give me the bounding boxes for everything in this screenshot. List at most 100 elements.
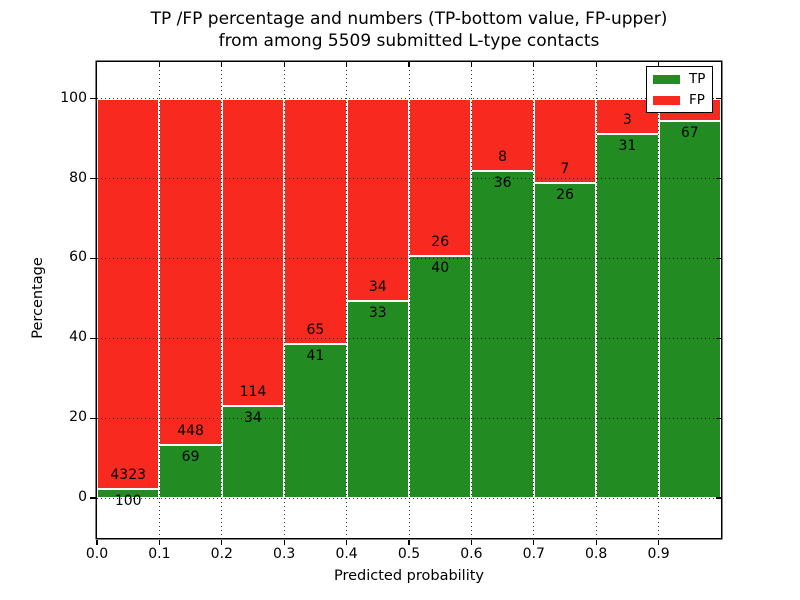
y-tick-mark (90, 497, 96, 499)
chart-title-line2: from among 5509 submitted L-type contact… (218, 31, 600, 51)
x-gridline (158, 62, 161, 538)
bar-fp-count-label: 114 (239, 384, 267, 401)
bar-tp-count-label: 67 (680, 125, 699, 142)
x-gridline (658, 62, 660, 538)
bar-fp-segment (471, 98, 534, 172)
y-tick-label: 60 (69, 249, 87, 266)
x-tick-mark (470, 539, 473, 545)
x-tick-mark (158, 539, 161, 545)
x-tick-mark-top (658, 62, 660, 67)
y-tick-label: 100 (60, 89, 87, 106)
y-tick-mark (90, 337, 96, 340)
legend-label-fp: FP (689, 92, 705, 108)
bar-fp-segment (221, 98, 285, 407)
y-tick-mark-right (716, 178, 721, 180)
x-axis-label: Predicted probability (333, 568, 485, 584)
y-tick-label: 40 (69, 329, 87, 346)
y-tick-mark (90, 178, 96, 180)
x-tick-mark (408, 539, 410, 545)
y-tick-label: 20 (69, 409, 87, 426)
bar-tp-count-label: 31 (618, 137, 637, 154)
legend-entry-fp: FP (653, 92, 712, 109)
bar-fp-count-label: 65 (306, 321, 325, 338)
plot-area: 4323100448691143465413433264083672633146… (97, 62, 721, 538)
x-gridline (221, 62, 223, 538)
legend: TP FP (646, 66, 713, 113)
y-tick-mark-right (716, 98, 721, 100)
legend-entry-tp: TP (653, 71, 712, 88)
bar-tp-segment (409, 256, 472, 499)
x-gridline (408, 62, 410, 538)
bar-tp-count-label: 41 (306, 347, 325, 364)
x-tick-mark-top (221, 62, 223, 67)
bar-tp-segment (97, 489, 160, 499)
bar-tp-segment (346, 301, 409, 499)
bar-fp-count-label: 4323 (110, 467, 147, 484)
bar-fp-count-label: 7 (560, 161, 570, 178)
x-tick-mark-top (595, 62, 597, 67)
bar-fp-segment (159, 98, 222, 445)
y-tick-mark (90, 417, 96, 419)
x-tick-label: 0.6 (460, 546, 483, 562)
x-tick-label: 0.4 (335, 546, 358, 562)
x-tick-mark (346, 539, 348, 545)
y-tick-label: 0 (78, 489, 87, 506)
bar-fp-segment (97, 98, 160, 490)
y-tick-mark-right (716, 497, 721, 499)
x-tick-label: 0.2 (210, 546, 233, 562)
bar-fp-segment (346, 98, 409, 302)
legend-swatch-fp-icon (653, 96, 680, 105)
x-tick-mark (221, 539, 223, 545)
x-tick-label: 0.9 (647, 546, 670, 562)
bar-tp-count-label: 36 (493, 175, 512, 192)
bar-fp-count-label: 34 (368, 279, 387, 296)
bar-tp-segment (284, 343, 347, 499)
bar-tp-count-label: 69 (181, 448, 200, 465)
y-tick-mark-right (716, 337, 721, 340)
x-tick-mark-top (533, 62, 535, 67)
x-tick-mark (658, 539, 660, 545)
bar-tp-count-label: 26 (556, 187, 574, 204)
bar-tp-count-label: 100 (114, 493, 142, 510)
bar-tp-segment (471, 171, 534, 499)
x-tick-mark (595, 539, 597, 545)
x-gridline (595, 62, 597, 538)
bar-tp-segment (596, 133, 659, 499)
bar-fp-count-label: 448 (177, 422, 204, 439)
x-tick-label: 0.1 (148, 546, 171, 562)
bar-tp-count-label: 34 (244, 410, 262, 427)
chart-title: TP /FP percentage and numbers (TP-bottom… (97, 8, 721, 52)
y-tick-mark (90, 257, 96, 260)
y-tick-label: 80 (69, 169, 87, 186)
x-tick-mark (533, 539, 535, 545)
x-tick-mark (96, 539, 98, 545)
x-tick-mark (283, 539, 285, 545)
legend-swatch-tp-icon (653, 75, 680, 84)
x-gridline (283, 62, 285, 538)
x-tick-mark-top (346, 62, 348, 67)
bar-fp-count-label: 3 (622, 111, 632, 128)
bar-tp-segment (533, 183, 597, 499)
x-gridline (346, 62, 348, 538)
y-tick-mark-right (716, 257, 721, 260)
x-tick-label: 0.5 (397, 546, 421, 562)
bar-fp-segment (284, 98, 347, 344)
y-tick-mark (90, 98, 96, 100)
x-tick-label: 0.7 (522, 546, 545, 562)
x-tick-label: 0.0 (85, 546, 109, 562)
y-tick-mark-right (716, 417, 721, 419)
x-tick-mark-top (283, 62, 285, 67)
x-tick-label: 0.8 (585, 546, 608, 562)
chart-title-line1: TP /FP percentage and numbers (TP-bottom… (150, 9, 668, 29)
x-tick-mark-top (158, 62, 161, 67)
x-tick-mark-top (470, 62, 473, 67)
bar-tp-count-label: 40 (431, 260, 450, 277)
x-tick-label: 0.3 (273, 546, 296, 562)
bar-tp-segment (159, 444, 222, 499)
y-axis-label: Percentage (30, 257, 46, 339)
legend-label-tp: TP (689, 71, 706, 87)
bar-tp-count-label: 33 (368, 305, 387, 322)
x-gridline (470, 62, 473, 538)
bar-fp-count-label: 26 (431, 234, 450, 251)
